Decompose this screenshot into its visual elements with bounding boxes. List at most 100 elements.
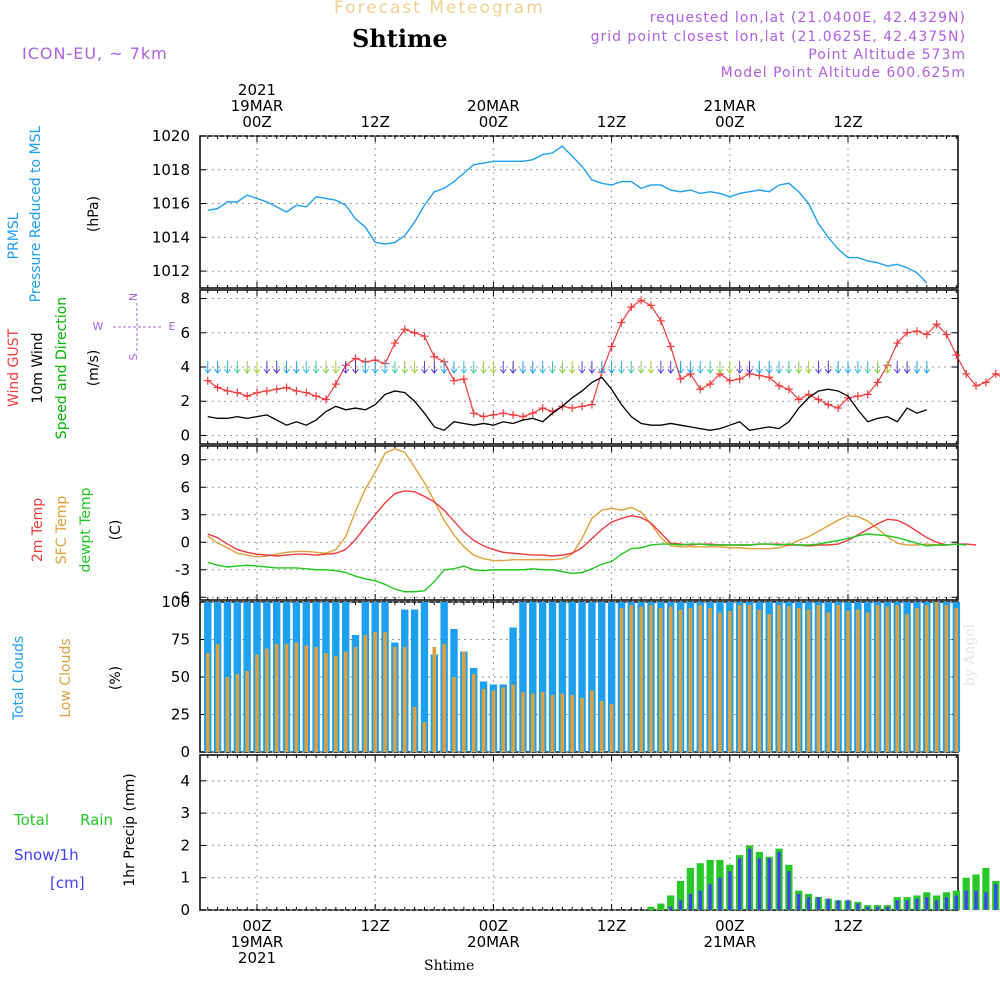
wind-direction-arrow xyxy=(430,361,438,374)
gust-point xyxy=(873,378,882,387)
bottom-time-label: 00Z xyxy=(242,917,271,935)
wind-direction-arrow xyxy=(283,361,290,374)
pressure-line xyxy=(207,145,928,284)
wind-direction-arrow xyxy=(204,361,212,374)
wind-direction-arrow xyxy=(824,361,832,374)
gust-point xyxy=(282,383,291,392)
low-cloud-bar xyxy=(875,605,880,752)
low-cloud-bar xyxy=(806,609,811,752)
bottom-time-label: 12Z xyxy=(833,917,862,935)
snow-bar xyxy=(678,900,683,910)
compass-e: E xyxy=(169,320,176,333)
gust-point xyxy=(390,339,399,348)
low-cloud-bar xyxy=(570,695,574,752)
gust-point xyxy=(853,392,862,401)
low-cloud-bar xyxy=(846,611,850,752)
low-cloud-bar xyxy=(895,605,900,752)
y-tick-label: 9 xyxy=(180,451,190,469)
footer-location: Shtime xyxy=(424,958,475,974)
bottom-time-label: 00Z xyxy=(479,917,508,935)
snow-bar xyxy=(738,858,742,910)
low-cloud-bar xyxy=(905,614,909,752)
dewpt-label: dewpt Temp xyxy=(78,487,94,572)
requested-coords: requested lon,lat (21.0400E, 42.4329N) xyxy=(649,10,966,26)
gust-point xyxy=(203,376,212,385)
gust-point xyxy=(479,412,488,421)
gust-point xyxy=(952,351,961,360)
point-altitude: Point Altitude 573m xyxy=(808,47,966,63)
wind-direction-arrow xyxy=(381,361,389,374)
wind-direction-arrow xyxy=(765,361,773,374)
gust-point xyxy=(420,332,429,341)
gust-point xyxy=(213,383,222,392)
wind-direction-arrow xyxy=(450,361,458,374)
gust-point xyxy=(538,404,547,413)
top-time-label: 12Z xyxy=(361,113,390,131)
wind-direction-arrow xyxy=(598,361,606,374)
y-tick-label: 3 xyxy=(180,804,190,822)
low-cloud-bar xyxy=(324,653,328,752)
wind-direction-arrow xyxy=(578,361,586,374)
wind-direction-arrow xyxy=(480,361,487,374)
snow-bar xyxy=(816,897,821,910)
gust-point xyxy=(824,400,833,409)
low-cloud-bar xyxy=(599,701,604,752)
wind-direction-arrow xyxy=(815,361,822,374)
gust-point xyxy=(893,339,902,348)
compass-s: S xyxy=(127,353,140,360)
low-cloud-bar xyxy=(363,635,368,752)
snow-bar xyxy=(935,900,939,910)
wind-direction-arrow xyxy=(706,361,714,374)
wind-direction-arrow xyxy=(627,361,635,374)
gust-point xyxy=(489,410,498,419)
rain-label-total: Total xyxy=(13,811,49,829)
wind-direction-arrow xyxy=(726,361,734,374)
gust-point xyxy=(568,404,577,413)
wind-unit: (m/s) xyxy=(86,350,102,387)
wind-direction-arrow xyxy=(509,361,517,374)
gust-point xyxy=(617,318,626,327)
gust-point xyxy=(834,404,843,413)
top-time-label: 00Z xyxy=(242,113,271,131)
low-cloud-bar xyxy=(944,605,949,752)
chart-title: Forecast Meteogram xyxy=(334,0,545,18)
y-tick-label: 4 xyxy=(180,772,190,790)
low-cloud-bar xyxy=(215,644,220,752)
low-cloud-bar xyxy=(590,690,594,752)
y-tick-label: -6 xyxy=(175,588,190,606)
low-cloud-bar xyxy=(501,687,506,752)
snow-bar xyxy=(905,900,909,910)
pressure-label: PRMSL xyxy=(6,212,22,259)
low-cloud-bar xyxy=(314,647,318,752)
gust-point xyxy=(321,395,330,404)
wind-direction-arrow xyxy=(746,361,753,374)
panel-frame-temperature xyxy=(199,445,959,601)
wind-direction-arrow xyxy=(421,361,428,374)
top-time-label: 19MAR xyxy=(231,97,284,115)
snow-bar xyxy=(757,858,761,910)
low-cloud-bar xyxy=(284,644,289,752)
wind-direction-arrow xyxy=(263,361,271,374)
snow-bar xyxy=(807,897,811,910)
y-tick-label: 100 xyxy=(161,593,190,611)
snow-bar xyxy=(797,893,801,910)
wind-direction-arrow xyxy=(401,361,409,374)
y-tick-label: 1020 xyxy=(152,127,190,145)
gust-point xyxy=(814,395,823,404)
snow-bar xyxy=(984,892,988,910)
wind-direction-arrow xyxy=(755,361,763,374)
gust-point xyxy=(647,301,655,310)
wind-direction-arrow xyxy=(411,361,418,374)
wind-direction-arrow xyxy=(440,361,448,374)
low-cloud-bar xyxy=(925,605,929,752)
gust-point xyxy=(607,342,616,351)
wind-direction-arrow xyxy=(618,361,625,374)
low-cloud-bar xyxy=(402,647,407,752)
gust-point xyxy=(676,374,685,383)
y-tick-label: -3 xyxy=(175,561,190,579)
wind-direction-arrow xyxy=(657,361,665,374)
top-time-label: 12Z xyxy=(833,113,862,131)
wind-direction-arrow xyxy=(608,361,615,374)
snow-bar xyxy=(866,906,870,910)
total-cloud-bar xyxy=(548,602,557,752)
